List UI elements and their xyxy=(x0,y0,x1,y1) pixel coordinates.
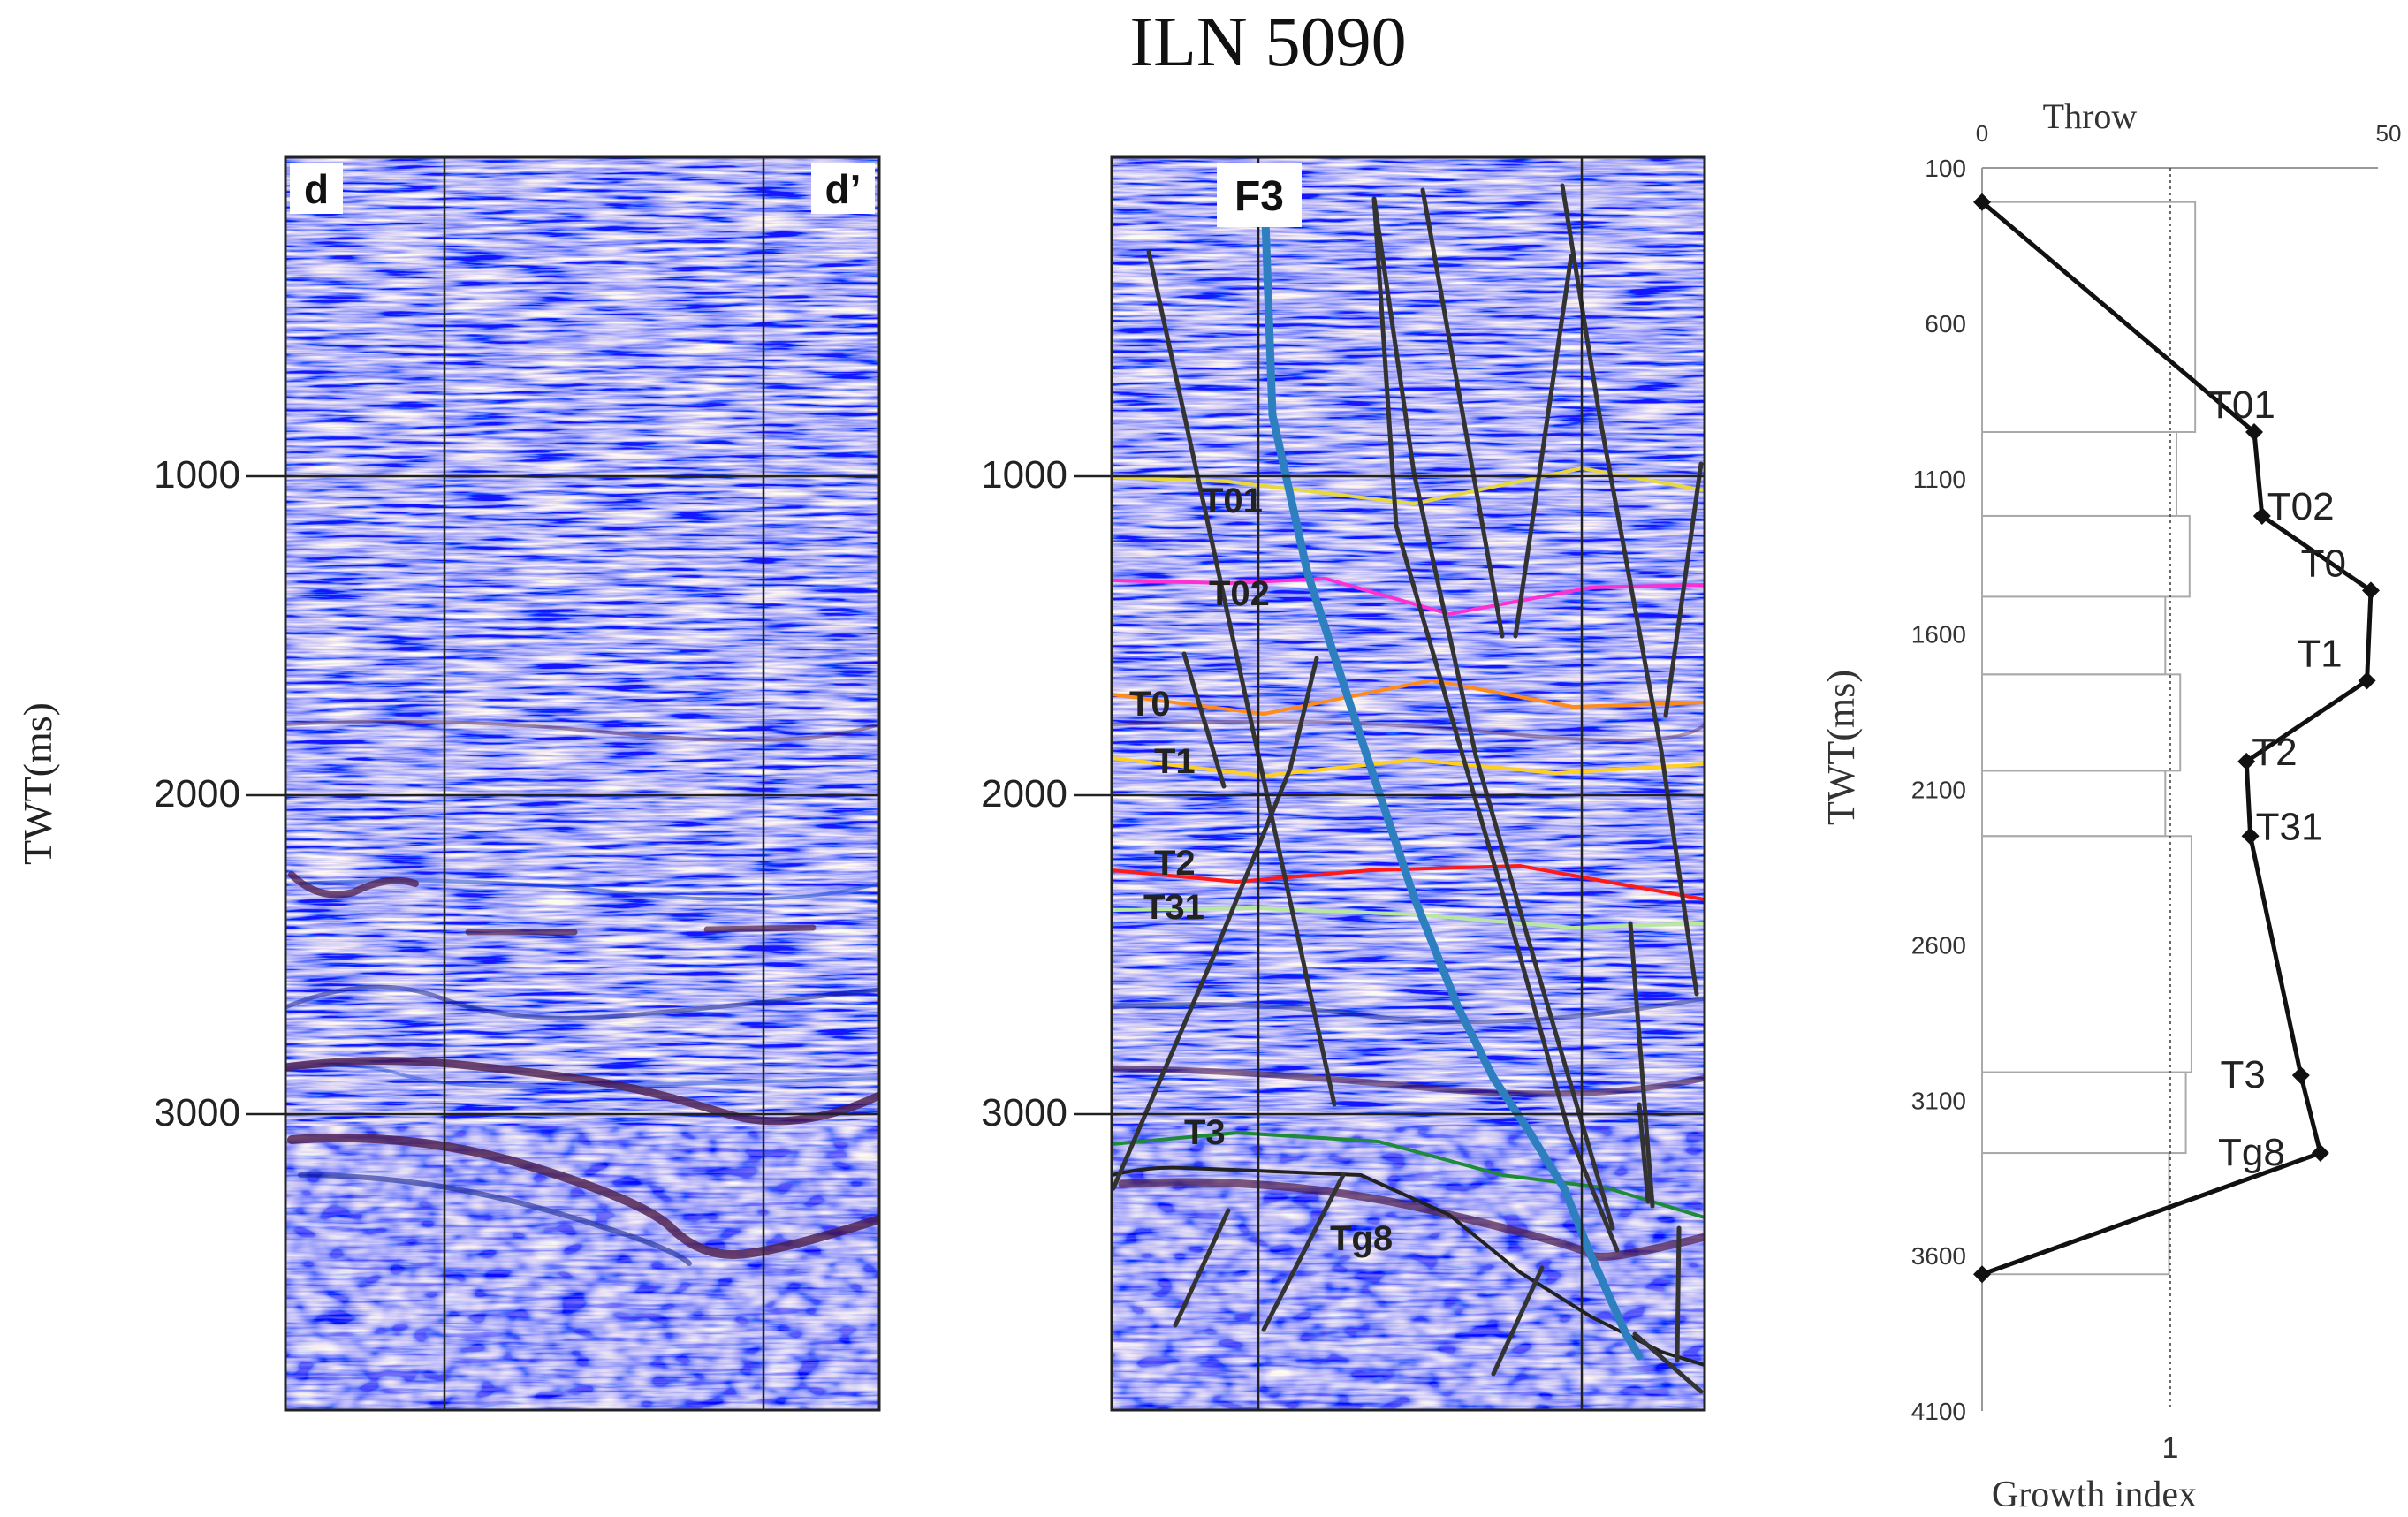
corner-label-d-prime: d’ xyxy=(825,166,862,212)
throw-point-label: T01 xyxy=(2208,383,2275,427)
y-tick-right-2000: 2000 xyxy=(981,772,1067,815)
throw-point-label: T1 xyxy=(2297,632,2342,675)
horizon-Tg8-line xyxy=(1112,1165,1705,1367)
growth-index-bar xyxy=(1981,201,2197,433)
y-tick-right-1000: 1000 xyxy=(981,453,1067,497)
chart-y-tick: 1600 xyxy=(1911,621,1966,649)
horizon-label-T02: T02 xyxy=(1209,574,1270,613)
y-tick-left-1000: 1000 xyxy=(154,453,240,497)
seismic-panel-right: F3 T01 T02 T0 T1 T2 T31 T3 Tg8 1000 2000… xyxy=(981,155,1706,1412)
growth-index-bar xyxy=(1981,1071,2187,1155)
throw-point xyxy=(2237,752,2256,770)
throw-point-label: T2 xyxy=(2252,731,2297,774)
chart-y-tick: 2100 xyxy=(1911,777,1966,804)
growth-index-bar xyxy=(1981,1152,2170,1276)
horizon-label-T01: T01 xyxy=(1202,482,1263,520)
throw-point xyxy=(2252,506,2271,525)
figure-title: ILN 5090 xyxy=(1129,4,1406,81)
throw-point xyxy=(2245,422,2263,441)
throw-point xyxy=(1973,1265,1991,1284)
y-tick-left-3000: 3000 xyxy=(154,1091,240,1134)
chart-y-tick: 4100 xyxy=(1911,1398,1966,1425)
horizon-label-T1: T1 xyxy=(1154,742,1196,781)
horizon-T3-line xyxy=(1112,1131,1705,1219)
y-axis-label: TWT(ms) xyxy=(15,702,60,865)
label-box-d xyxy=(290,163,343,214)
throw-axis-title: Throw xyxy=(2043,96,2138,136)
throw-line xyxy=(1980,200,2374,1277)
growth-index-tick-1: 1 xyxy=(2162,1431,2179,1465)
fault-F3-label: F3 xyxy=(1234,173,1284,220)
throw-point-label: T02 xyxy=(2267,485,2335,528)
fault-F3-line xyxy=(1261,216,1644,1361)
seismic-panel-left: d d’ 1000 2000 3000 xyxy=(154,155,881,1412)
horizon-label-T3: T3 xyxy=(1184,1113,1226,1152)
chart-y-tick: 100 xyxy=(1925,155,1966,182)
growth-index-bar xyxy=(1981,430,2177,517)
chart-y-tick: 3100 xyxy=(1911,1087,1966,1114)
throw-point-label: T0 xyxy=(2301,542,2346,585)
fault-lines xyxy=(1112,183,1704,1394)
chart-y-tick: 3600 xyxy=(1911,1242,1966,1270)
throw-point xyxy=(2291,1066,2310,1085)
throw-point xyxy=(1973,193,1991,211)
growth-index-bar xyxy=(1981,673,2182,772)
throw-point xyxy=(2241,827,2260,846)
throw-tick-0: 0 xyxy=(1976,120,1988,147)
label-box-d-prime xyxy=(811,163,875,214)
growth-index-bar xyxy=(1981,595,2167,676)
chart-y-tick: 2600 xyxy=(1911,931,1966,959)
y-tick-right-3000: 3000 xyxy=(981,1091,1067,1134)
horizon-label-T2: T2 xyxy=(1154,844,1196,883)
chart-y-tick: 1100 xyxy=(1913,466,1966,493)
fault-F3-label-box xyxy=(1217,163,1302,227)
chart-y-tick: 600 xyxy=(1925,310,1966,338)
horizon-label-Tg8: Tg8 xyxy=(1330,1219,1393,1258)
horizon-T02-line xyxy=(1112,577,1705,616)
horizon-T1-line xyxy=(1112,756,1705,777)
throw-point xyxy=(2358,671,2376,690)
horizon-label-T0: T0 xyxy=(1129,685,1171,724)
throw-point-label: T3 xyxy=(2220,1053,2265,1096)
throw-point xyxy=(2362,581,2380,600)
y-tick-left-2000: 2000 xyxy=(154,772,240,815)
horizon-label-T31: T31 xyxy=(1143,888,1204,927)
horizon-T31-line xyxy=(1112,906,1705,929)
chart-y-axis-label: TWT(ms) xyxy=(1819,670,1863,825)
throw-tick-50: 50 xyxy=(2376,120,2402,147)
throw-point xyxy=(2311,1144,2329,1163)
throw-point-label: Tg8 xyxy=(2218,1131,2285,1174)
growth-index-axis-title: Growth index xyxy=(1992,1475,2197,1515)
throw-point-label: T31 xyxy=(2256,805,2323,848)
growth-index-bar xyxy=(1981,770,2167,838)
corner-label-d: d xyxy=(304,166,329,212)
growth-index-bar xyxy=(1981,514,2191,598)
growth-index-bar xyxy=(1981,835,2192,1073)
horizon-T0-line xyxy=(1112,679,1705,716)
